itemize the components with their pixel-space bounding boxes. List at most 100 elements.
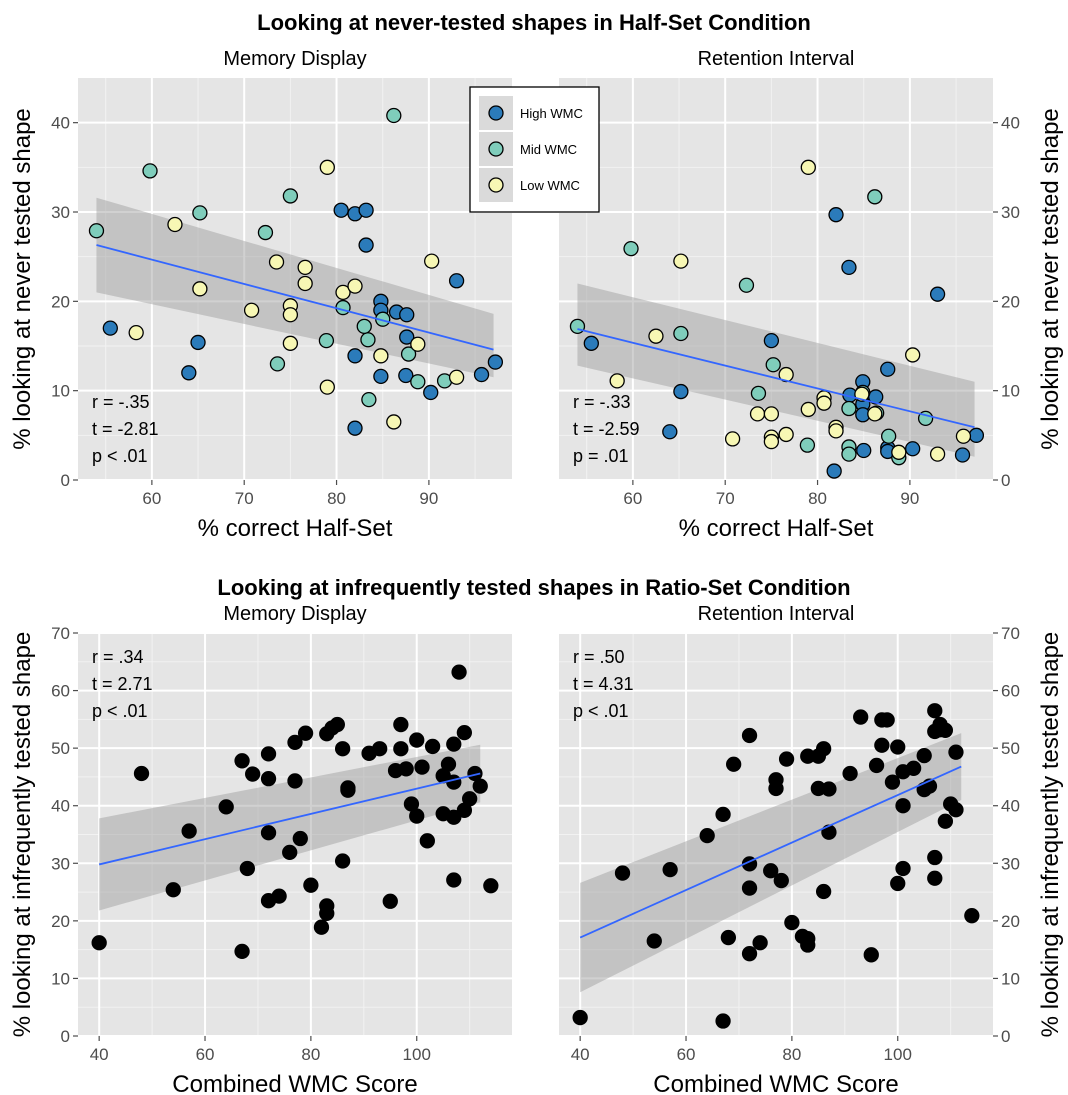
y-tick-label: 0 [61, 1027, 70, 1046]
stat-annotation: r = -.35 [92, 392, 150, 412]
data-point [268, 254, 285, 270]
confidence-ribbon [99, 744, 481, 911]
data-point [778, 751, 795, 767]
y-axis-title: % looking at infrequently tested shape [1037, 632, 1064, 1038]
stat-annotation: r = -.33 [573, 392, 631, 412]
data-point [763, 863, 779, 879]
y-tick-label: 10 [1001, 969, 1020, 988]
data-point [260, 771, 277, 787]
data-point [313, 919, 330, 935]
data-point [890, 875, 906, 892]
data-point [856, 442, 872, 459]
data-point [826, 463, 842, 479]
data-point [409, 808, 425, 824]
data-point [699, 828, 715, 844]
data-point [410, 336, 426, 352]
data-point [648, 328, 664, 344]
data-point [890, 739, 906, 755]
data-point [715, 806, 731, 822]
data-point [841, 259, 857, 276]
data-point [393, 716, 409, 733]
y-tick-label: 20 [1001, 292, 1020, 311]
data-point [800, 159, 816, 175]
data-point [167, 216, 183, 233]
data-point [303, 877, 319, 893]
data-point [335, 299, 351, 316]
data-point [968, 427, 985, 443]
data-point [738, 277, 755, 293]
panel-title: Memory Display [223, 48, 366, 70]
data-point [446, 774, 462, 790]
stat-annotation: p = .01 [573, 446, 629, 466]
data-point [927, 849, 943, 866]
y-axis-title: % looking at never tested shape [9, 108, 36, 450]
data-point [400, 346, 417, 362]
data-point [133, 765, 150, 782]
data-point [340, 782, 356, 798]
data-point [815, 741, 832, 757]
stat-annotation: t = -2.59 [573, 419, 640, 439]
data-point [282, 335, 299, 351]
data-point [905, 441, 921, 457]
x-tick-label: 90 [900, 489, 919, 508]
data-point [462, 791, 478, 807]
data-point [937, 813, 954, 829]
data-point [361, 391, 377, 408]
data-point [181, 823, 197, 839]
data-point [964, 908, 980, 924]
y-tick-label: 0 [1001, 471, 1010, 490]
y-tick-label: 30 [1001, 854, 1020, 873]
top-section-title: Looking at never-tested shapes in Half-S… [257, 10, 811, 35]
data-point [673, 383, 689, 400]
data-point [763, 406, 780, 422]
stat-annotation: t = 4.31 [573, 674, 634, 694]
data-point [360, 332, 376, 348]
data-point [292, 830, 308, 847]
data-point [868, 757, 885, 774]
data-point [773, 872, 789, 889]
data-point [673, 253, 689, 269]
y-tick-label: 30 [51, 203, 70, 222]
data-point [282, 844, 298, 860]
panels: 60 70 80 90 0 10 20 30 40 Memory Display % correct… [9, 48, 1064, 1095]
data-point [373, 348, 389, 364]
data-point [393, 741, 409, 757]
data-point [863, 947, 879, 963]
x-tick-label: 100 [403, 1045, 431, 1064]
x-tick-label: 70 [716, 489, 735, 508]
stat-annotation: r = .34 [92, 647, 144, 667]
data-point [741, 946, 758, 962]
x-tick-label: 80 [301, 1045, 320, 1064]
legend-key-symbol [488, 105, 504, 121]
data-point [724, 431, 741, 447]
x-tick-label: 70 [235, 489, 254, 508]
y-tick-label: 10 [1001, 382, 1020, 401]
x-tick-label: 40 [90, 1045, 109, 1064]
y-tick-label: 0 [61, 471, 70, 490]
legend-key-symbol [488, 141, 504, 157]
fit-line [577, 328, 975, 429]
legend-key-symbol [488, 177, 504, 193]
data-point [358, 202, 374, 218]
data-point [243, 302, 260, 318]
y-tick-label: 20 [51, 292, 70, 311]
data-point [673, 325, 689, 342]
data-point [948, 802, 964, 818]
data-point [828, 423, 844, 439]
data-point [372, 741, 388, 757]
data-point [414, 759, 430, 775]
x-tick-label: 60 [142, 489, 161, 508]
x-tick-label: 60 [623, 489, 642, 508]
y-tick-label: 10 [51, 382, 70, 401]
data-point [816, 395, 832, 411]
stat-annotation: p < .01 [92, 701, 148, 721]
data-point [662, 861, 678, 878]
data-point [423, 384, 439, 401]
y-tick-label: 70 [51, 624, 70, 643]
data-point [853, 709, 869, 725]
x-axis-title: % correct Half-Set [679, 515, 874, 542]
data-point [410, 374, 426, 390]
data-point [741, 880, 758, 896]
data-point [929, 286, 946, 302]
